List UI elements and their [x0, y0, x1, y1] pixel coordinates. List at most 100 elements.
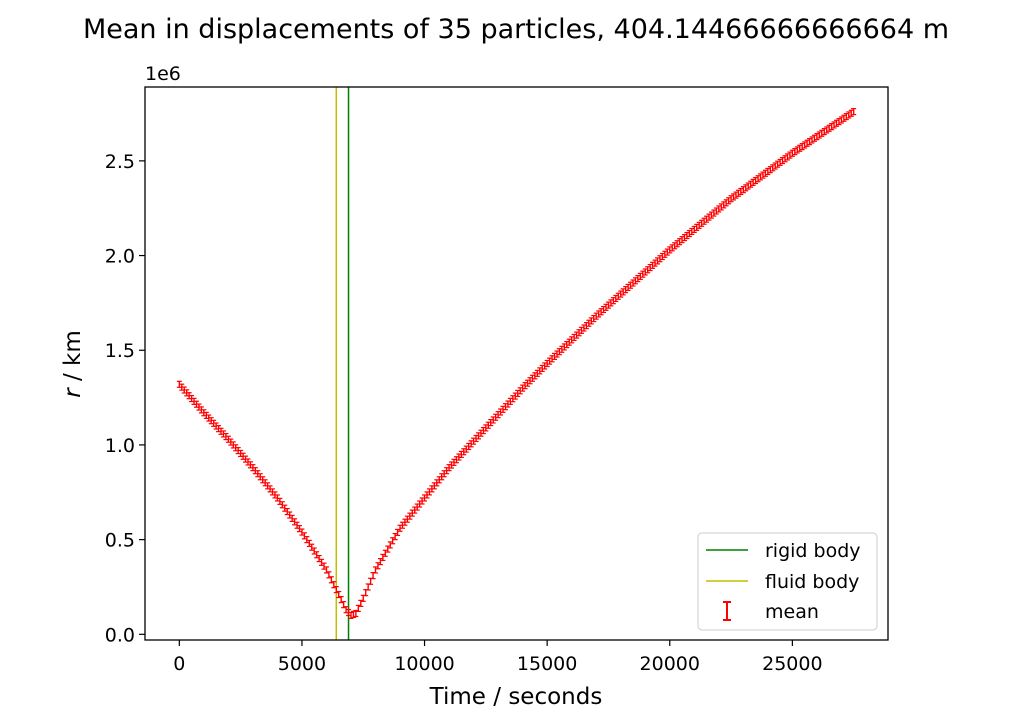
mean-point	[309, 543, 315, 551]
mean-point	[549, 355, 555, 363]
mean-point	[667, 246, 673, 254]
mean-point	[642, 268, 648, 276]
mean-point	[613, 294, 619, 303]
mean-point	[598, 308, 604, 316]
mean-point	[797, 144, 803, 152]
mean-point	[713, 207, 719, 215]
y-tick-label: 1.0	[105, 435, 135, 457]
mean-point	[576, 329, 582, 337]
legend-rigid-body-label: rigid body	[765, 540, 861, 562]
mean-point	[814, 133, 820, 141]
mean-point	[731, 193, 737, 201]
y-tick-label: 2.5	[105, 151, 135, 173]
y-axis-label-italic: r	[60, 387, 86, 398]
mean-point	[628, 281, 634, 289]
mean-point	[821, 128, 827, 136]
mean-point	[750, 178, 756, 186]
mean-point	[792, 148, 798, 156]
chart-title: Mean in displacements of 35 particles, 4…	[83, 14, 949, 45]
mean-point	[581, 324, 587, 332]
mean-point	[745, 182, 751, 190]
mean-point	[593, 312, 599, 320]
mean-point	[659, 252, 665, 261]
mean-point	[836, 118, 842, 126]
mean-point	[819, 129, 825, 137]
y-axis-label-rest: / km	[60, 330, 86, 388]
legend-mean-swatch	[723, 601, 731, 621]
mean-point	[672, 242, 678, 250]
mean-point	[635, 274, 641, 283]
x-axis-label: Time / seconds	[429, 684, 603, 710]
mean-point	[390, 537, 396, 545]
mean-point	[319, 558, 325, 566]
mean-point	[807, 138, 813, 146]
y-tick-label: 0.0	[105, 624, 135, 646]
mean-point	[547, 357, 553, 365]
mean-point	[316, 554, 322, 563]
y-tick-label: 1.5	[105, 340, 135, 362]
mean-point	[728, 195, 734, 203]
mean-point	[387, 541, 393, 549]
x-tick-label: 20000	[640, 653, 700, 675]
mean-point	[726, 197, 732, 205]
mean-point	[716, 205, 722, 213]
mean-point	[733, 191, 739, 199]
mean-point	[630, 279, 636, 287]
mean-point	[834, 119, 840, 127]
mean-point	[748, 180, 754, 188]
y-axis-label: r / km	[60, 330, 86, 398]
x-tick-label: 10000	[394, 653, 454, 675]
mean-point	[377, 557, 383, 566]
mean-point	[586, 319, 592, 327]
mean-point	[775, 160, 781, 168]
mean-point	[669, 244, 675, 252]
mean-point	[767, 166, 773, 174]
mean-point	[784, 153, 790, 161]
mean-point	[588, 317, 594, 325]
legend-box	[697, 532, 878, 631]
mean-point	[569, 336, 575, 344]
mean-point	[848, 109, 854, 117]
mean-point	[802, 141, 808, 149]
mean-point	[554, 350, 560, 358]
mean-point	[706, 213, 712, 221]
mean-point	[829, 123, 835, 131]
mean-point	[566, 338, 572, 346]
mean-point	[721, 201, 727, 209]
mean-point	[321, 562, 327, 570]
y-tick-label: 2.0	[105, 246, 135, 268]
mean-point	[625, 283, 631, 292]
mean-point	[770, 164, 776, 172]
mean-point	[375, 562, 381, 570]
mean-point	[299, 528, 305, 536]
mean-point	[704, 215, 710, 223]
mean-point	[645, 266, 651, 274]
mean-point	[694, 223, 700, 231]
mean-point	[699, 219, 705, 227]
mean-point	[789, 149, 795, 157]
mean-point	[765, 167, 771, 176]
x-tick-label: 25000	[762, 653, 822, 675]
mean-series	[176, 108, 857, 619]
y-offset-text: 1e6	[145, 63, 181, 85]
mean-point	[657, 255, 663, 263]
mean-point	[804, 139, 810, 147]
mean-point	[605, 301, 611, 309]
mean-point	[824, 126, 830, 134]
mean-point	[689, 227, 695, 236]
mean-point	[574, 331, 580, 339]
mean-point	[561, 343, 567, 351]
mean-point	[799, 143, 805, 151]
mean-point	[843, 113, 849, 121]
mean-point	[564, 340, 570, 349]
mean-point	[772, 162, 778, 170]
mean-point	[311, 547, 317, 555]
mean-point	[618, 290, 624, 298]
mean-point	[647, 263, 653, 272]
mean-point	[395, 528, 401, 537]
mean-point	[735, 189, 741, 197]
mean-point	[782, 155, 788, 163]
mean-point	[811, 134, 817, 142]
legend-fluid-body-label: fluid body	[765, 571, 859, 593]
x-tick-label: 15000	[517, 653, 577, 675]
